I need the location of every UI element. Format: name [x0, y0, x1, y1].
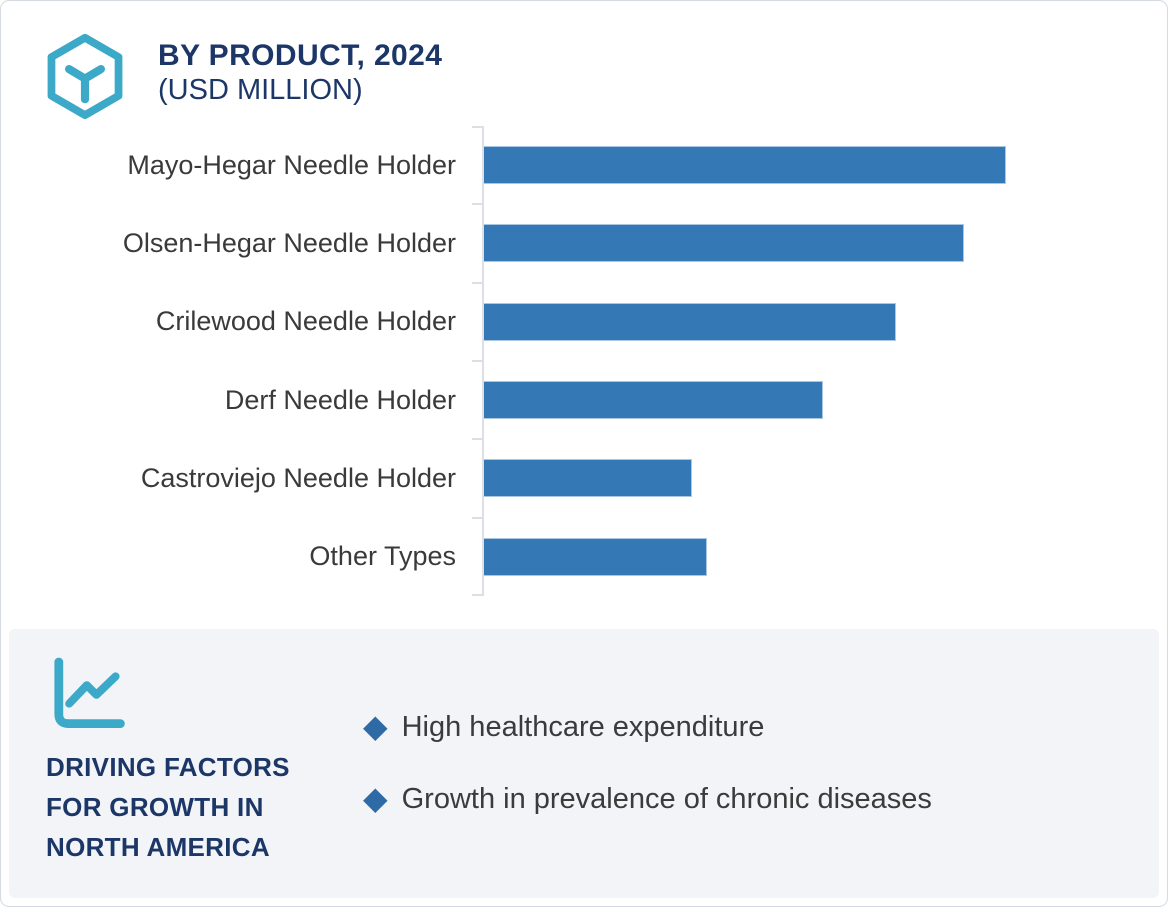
chart-row: Derf Needle Holder: [1, 361, 1163, 439]
list-item: ◆ Growth in prevalence of chronic diseas…: [363, 779, 932, 819]
bar-olsen-hegar: [482, 224, 964, 263]
chart-header: BY PRODUCT, 2024 (USD MILLION): [46, 33, 442, 119]
chart-row: Crilewood Needle Holder: [1, 283, 1163, 361]
driving-factors-list: ◆ High healthcare expenditure ◆ Growth i…: [363, 707, 932, 819]
category-label: Derf Needle Holder: [224, 384, 456, 415]
category-label: Olsen-Hegar Needle Holder: [122, 227, 456, 258]
bar-area: [482, 361, 1163, 439]
hexagon-y-icon: [47, 33, 123, 119]
chart-row: Other Types: [1, 518, 1163, 596]
axis-tick: [472, 438, 482, 441]
bar-derf: [482, 381, 823, 420]
header-text: BY PRODUCT, 2024 (USD MILLION): [158, 39, 442, 108]
category-label: Crilewood Needle Holder: [155, 306, 456, 337]
bar-area: [482, 126, 1163, 204]
driving-factors-title: DRIVING FACTORS FOR GROWTH IN NORTH AMER…: [46, 752, 290, 862]
driving-factors-panel: DRIVING FACTORS FOR GROWTH IN NORTH AMER…: [9, 629, 1159, 898]
line-chart-icon: [54, 657, 125, 728]
category-label: Other Types: [309, 541, 456, 572]
diamond-bullet-icon: ◆: [363, 708, 388, 744]
axis-tick: [472, 516, 482, 519]
bar-chart: Mayo-Hegar Needle Holder Olsen-Hegar Nee…: [1, 126, 1163, 596]
category-label: Mayo-Hegar Needle Holder: [127, 149, 456, 180]
bar-mayo-hegar: [482, 146, 1006, 185]
chart-subtitle: (USD MILLION): [158, 74, 363, 106]
bullet-text: Growth in prevalence of chronic diseases: [401, 783, 932, 815]
category-label: Castroviejo Needle Holder: [140, 462, 456, 493]
chart-row: Mayo-Hegar Needle Holder: [1, 126, 1163, 204]
diamond-bullet-icon: ◆: [363, 780, 388, 816]
axis-tick: [472, 594, 482, 596]
chart-title: BY PRODUCT, 2024: [158, 39, 443, 72]
axis-tick: [472, 203, 482, 206]
y-axis: [472, 126, 484, 596]
bar-area: [482, 204, 1163, 282]
bar-area: [482, 283, 1163, 361]
bar-area: [482, 439, 1163, 517]
bar-other-types: [482, 537, 708, 576]
axis-tick: [472, 360, 482, 362]
bar-area: [482, 518, 1163, 596]
chart-row: Olsen-Hegar Needle Holder: [1, 204, 1163, 282]
axis-tick: [472, 281, 482, 284]
axis-tick: [472, 126, 482, 128]
chart-row: Castroviejo Needle Holder: [1, 439, 1163, 517]
list-item: ◆ High healthcare expenditure: [363, 707, 932, 747]
bar-castroviejo: [482, 459, 692, 498]
bar-crilewood: [482, 302, 896, 341]
bullet-text: High healthcare expenditure: [401, 711, 765, 743]
